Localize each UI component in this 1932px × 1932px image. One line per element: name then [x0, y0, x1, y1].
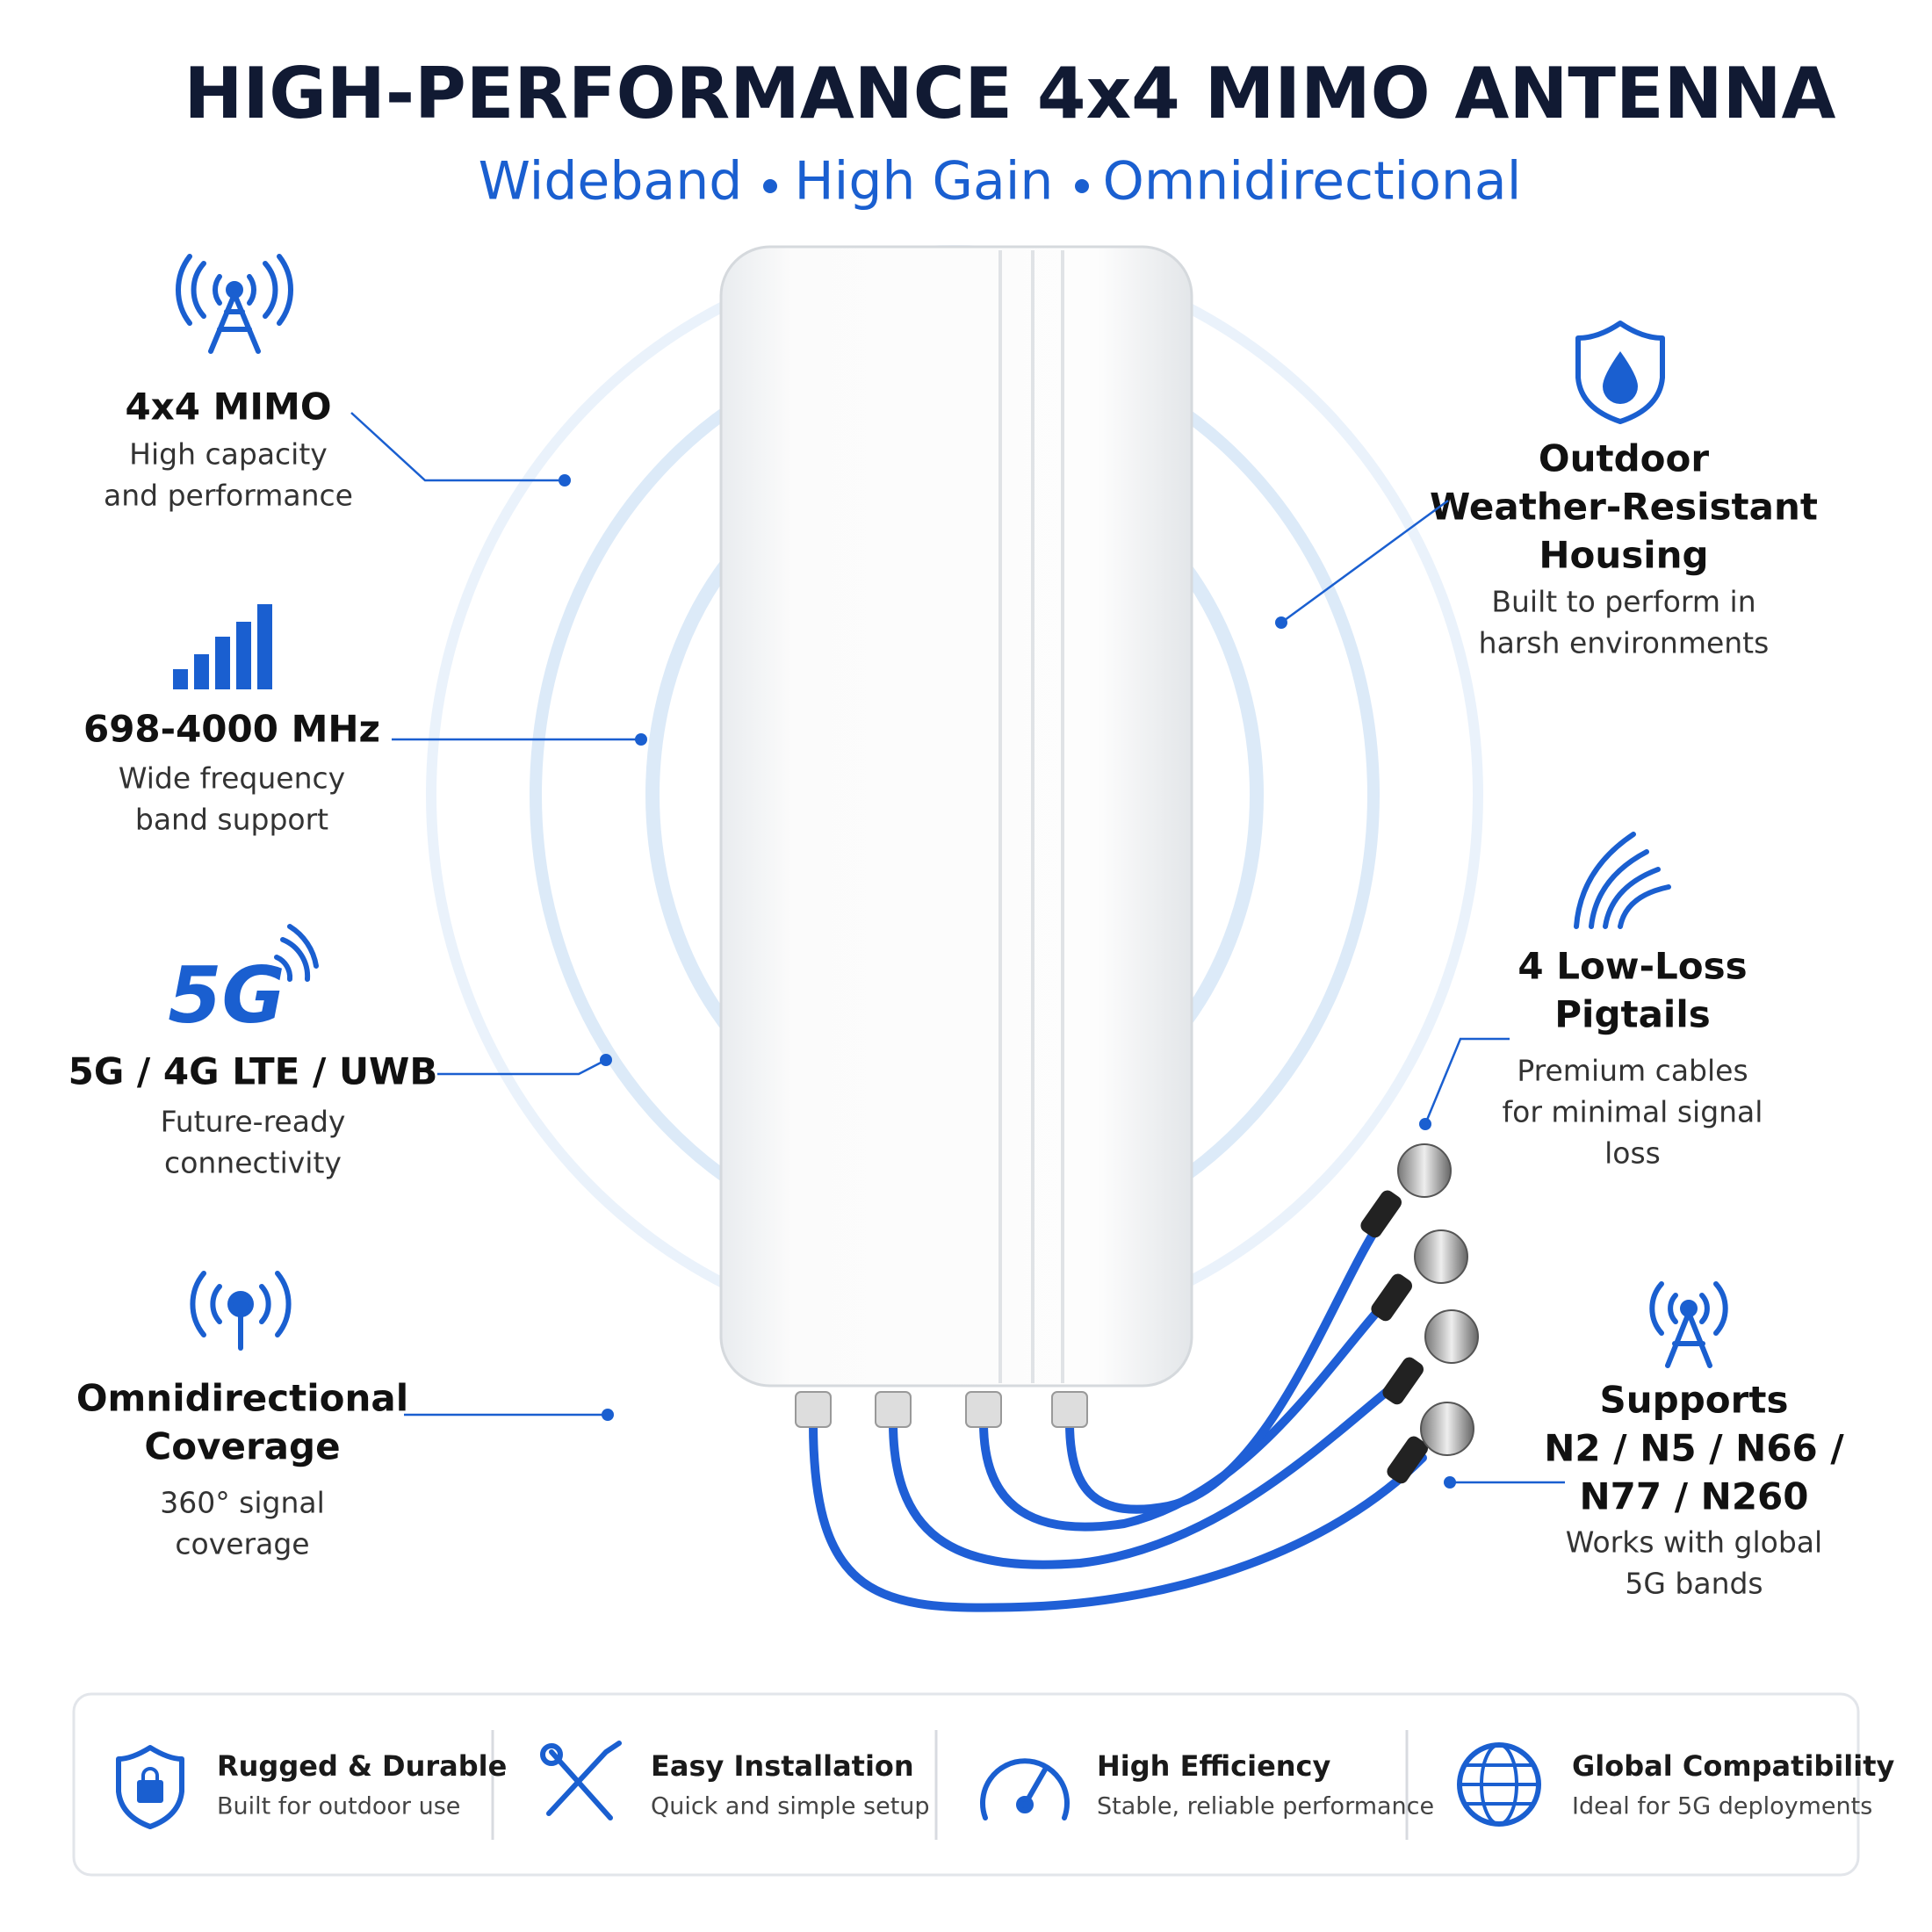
subtitle: Wideband High Gain Omnidirectional: [479, 151, 1522, 213]
separator: [1075, 179, 1089, 193]
feature-text: harsh environments: [1479, 626, 1770, 660]
feature-text: Future-ready: [161, 1105, 346, 1139]
tower-icon: [1649, 1281, 1728, 1368]
bottom-title: Global Compatibility: [1572, 1749, 1895, 1783]
feature-text: and performance: [104, 479, 353, 513]
feature-title: Weather-Resistant: [1430, 486, 1818, 529]
feature-title: Coverage: [144, 1425, 340, 1468]
bottom-title: High Efficiency: [1097, 1749, 1331, 1783]
feature-text: coverage: [175, 1527, 309, 1561]
title: HIGH-PERFORMANCE 4x4 MIMO ANTENNA: [184, 53, 1836, 134]
feature-text: loss: [1604, 1136, 1661, 1171]
feature-text: band support: [135, 803, 328, 837]
bottom-text: Ideal for 5G deployments: [1572, 1793, 1872, 1820]
leader-line: [1280, 499, 1449, 624]
bottom-title: Easy Installation: [651, 1749, 914, 1783]
feature-title: Supports: [1600, 1379, 1789, 1422]
feature-title: N77 / N260: [1579, 1475, 1808, 1518]
feature-title: Pigtails: [1554, 993, 1710, 1036]
antenna: [719, 245, 1479, 1612]
feature-title: 698-4000 MHz: [83, 708, 380, 751]
leader-dot: [602, 1409, 614, 1421]
bottom-text: Built for outdoor use: [217, 1793, 460, 1820]
leader-dot: [1275, 616, 1287, 629]
bottom-bar: [72, 1692, 1860, 1877]
feature-title: Housing: [1539, 534, 1708, 577]
shield-icon: [1575, 321, 1665, 424]
pigtails-icon: [1574, 832, 1671, 929]
feature-title: N2 / N5 / N66 /: [1544, 1427, 1844, 1470]
subtitle-item: Omnidirectional: [1103, 151, 1522, 213]
omni-icon: [190, 1271, 292, 1351]
subtitle-item: Wideband: [479, 151, 743, 213]
feature-text: Wide frequency: [119, 761, 345, 796]
leader-dot: [559, 474, 571, 487]
leader-line: [1424, 1037, 1510, 1125]
bottom-title: Rugged & Durable: [217, 1749, 507, 1783]
leader-dot: [1419, 1118, 1431, 1130]
leader-dot: [1444, 1476, 1456, 1489]
bottom-items: Rugged & Durable Built for outdoor use Eas…: [217, 1749, 1895, 1820]
5g-icon: 5G: [168, 924, 319, 1041]
feature-text: 360° signal: [160, 1486, 325, 1520]
subtitle-item: High Gain: [795, 151, 1054, 213]
feature-text: Built to perform in: [1491, 585, 1755, 619]
features: 4x4 MIMO High capacity and performance 698-…: [68, 386, 1845, 1601]
feature-title: Omnidirectional: [76, 1377, 408, 1420]
tower-icon: [176, 254, 293, 354]
feature-title: 4 Low-Loss: [1517, 945, 1747, 988]
feature-title: Outdoor: [1539, 437, 1709, 480]
leader-dot: [600, 1054, 612, 1066]
feature-text: for minimal signal: [1503, 1095, 1763, 1129]
icon-text: 5G: [168, 950, 285, 1041]
feature-title: 4x4 MIMO: [125, 386, 331, 429]
feature-text: 5G bands: [1625, 1567, 1763, 1601]
leader-line: [437, 1058, 607, 1076]
feature-text: Premium cables: [1517, 1054, 1748, 1088]
leader-dot: [635, 733, 647, 746]
leader-line: [350, 412, 565, 482]
bottom-icons: [116, 1741, 1541, 1829]
feature-text: High capacity: [129, 437, 328, 472]
separator: [763, 179, 777, 193]
feature-text: connectivity: [164, 1146, 342, 1180]
feature-text: Works with global: [1566, 1525, 1822, 1560]
bottom-text: Stable, reliable performance: [1097, 1793, 1434, 1820]
signal-bars-icon: [173, 604, 272, 689]
bottom-text: Quick and simple setup: [651, 1793, 930, 1820]
dividers: [491, 1730, 1409, 1840]
feature-title: 5G / 4G LTE / UWB: [68, 1050, 438, 1093]
